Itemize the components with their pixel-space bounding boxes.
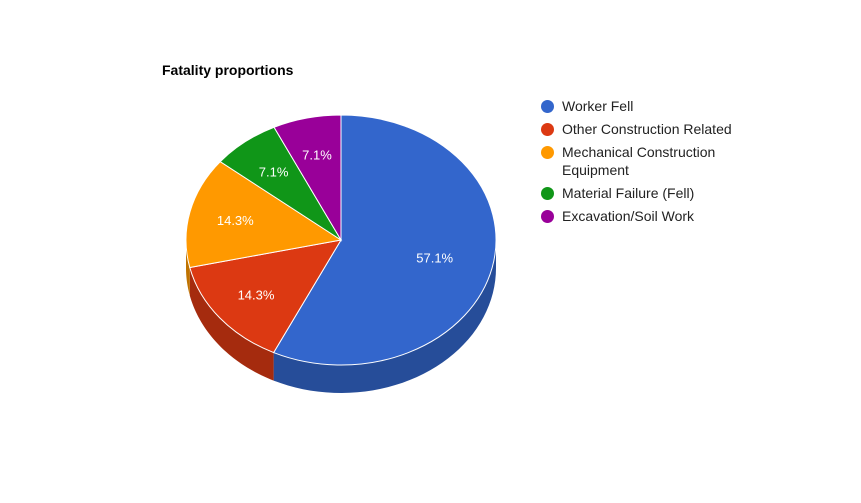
slice-value-label: 7.1% [302, 148, 332, 163]
legend-label: Mechanical Construction Equipment [562, 144, 716, 178]
legend-item[interactable]: Mechanical Construction Equipment [541, 143, 761, 179]
legend-swatch-icon [541, 210, 554, 223]
pie-side-1 [189, 267, 274, 381]
legend-label: Material Failure (Fell) [562, 185, 695, 201]
legend-swatch-icon [541, 187, 554, 200]
pie-side-0 [273, 240, 496, 393]
legend-label: Worker Fell [562, 98, 634, 114]
slice-value-label: 7.1% [259, 164, 289, 179]
legend-swatch-icon [541, 123, 554, 136]
legend-item[interactable]: Other Construction Related [541, 120, 761, 138]
legend-label: Other Construction Related [562, 121, 732, 137]
pie-slice-0[interactable] [272, 114, 497, 366]
legend-item[interactable]: Excavation/Soil Work [541, 207, 761, 225]
pie-slice-2[interactable] [185, 160, 343, 269]
chart-title: Fatality proportions [162, 62, 294, 78]
legend-item[interactable]: Worker Fell [541, 97, 761, 115]
pie-slice-4[interactable] [273, 114, 342, 242]
slice-value-label: 14.3% [238, 287, 275, 302]
legend-item[interactable]: Material Failure (Fell) [541, 184, 761, 202]
legend-swatch-icon [541, 100, 554, 113]
pie-slice-1[interactable] [189, 239, 342, 354]
slice-value-label: 14.3% [217, 213, 254, 228]
legend-label: Excavation/Soil Work [562, 208, 695, 224]
legend-swatch-icon [541, 146, 554, 159]
chart-legend: Worker Fell Other Construction Related Mec… [541, 97, 761, 230]
pie-top [185, 114, 497, 366]
slice-value-label: 57.1% [416, 250, 453, 265]
pie-labels: 57.1% 14.3% 14.3% 7.1% 7.1% [217, 148, 454, 303]
